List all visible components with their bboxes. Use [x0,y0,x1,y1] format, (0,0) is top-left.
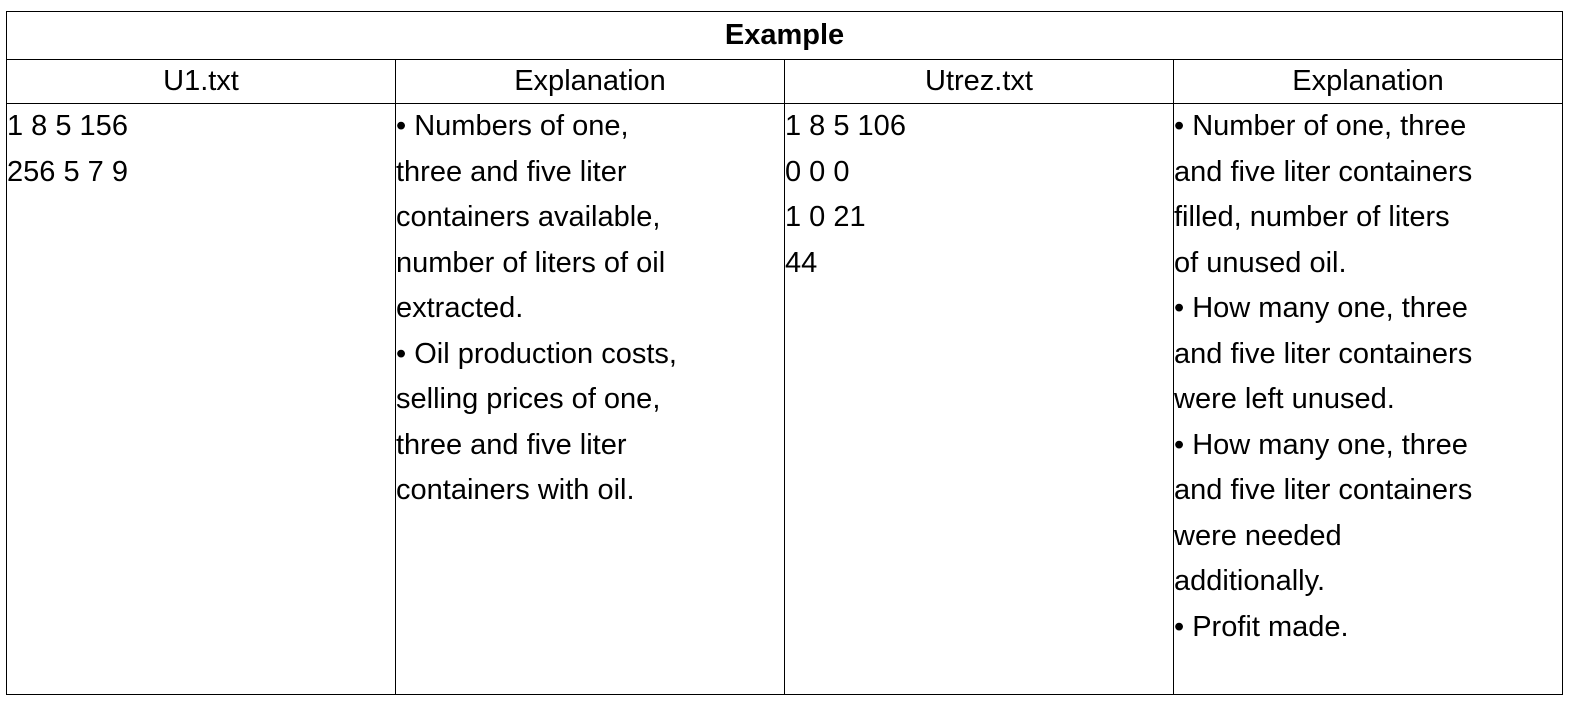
header-output-explanation: Explanation [1172,59,1564,104]
explanation-line: • Numbers of one, [396,110,629,142]
explanation-line: and five liter containers [1174,337,1473,370]
header-u1-txt: U1.txt [6,59,396,104]
explanation-line: extracted. [396,292,524,324]
explanation-line: • How many one, three [1174,428,1468,461]
output-explanation-cell: • Number of one, three and five liter co… [1172,103,1564,695]
input-explanation-item: • Oil production costs, selling prices o… [396,332,784,514]
input-explanation-cell: • Numbers of one, three and five liter c… [395,103,785,695]
output-line: 0 0 0 [785,155,850,188]
explanation-line: • Oil production costs, [396,337,677,370]
explanation-line: number of liters of oil [396,246,666,279]
explanation-line: • How many one, three [1174,292,1468,324]
output-explanation-item: • Profit made. [1174,605,1562,651]
output-line: 44 [785,246,818,279]
explanation-line: selling prices of one, [396,383,661,415]
output-explanation-item: • Number of one, three and five liter co… [1174,104,1562,286]
explanation-line: and five liter containers [1174,155,1473,188]
explanation-line: and five liter containers [1174,474,1473,506]
explanation-line: • Profit made. [1174,610,1349,643]
explanation-line: containers available, [396,201,661,233]
explanation-line: of unused oil. [1174,246,1347,279]
explanation-line: three and five liter [396,428,627,461]
explanation-line: additionally. [1174,565,1326,597]
output-explanation-item: • How many one, three and five liter con… [1174,286,1562,423]
table-title: Example [5,11,1564,60]
input-line: 1 8 5 156 [7,110,128,142]
title-row: Example [5,11,1564,60]
output-line: 1 0 21 [785,201,866,233]
header-row: U1.txt Explanation Utrez.txt Explanation [6,59,1564,104]
explanation-line: were left unused. [1174,383,1395,415]
explanation-line: were needed [1174,519,1342,552]
output-explanation-item: • How many one, three and five liter con… [1174,423,1562,605]
explanation-line: containers with oil. [396,474,635,506]
explanation-line: • Number of one, three [1174,110,1467,142]
output-line: 1 8 5 106 [785,110,906,142]
example-table: Example U1.txt Explanation Utrez.txt Exp… [5,11,1564,695]
input-explanation-item: • Numbers of one, three and five liter c… [396,104,784,332]
explanation-line: three and five liter [396,155,627,188]
header-input-explanation: Explanation [395,59,785,104]
header-utrez-txt: Utrez.txt [784,59,1174,104]
input-line: 256 5 7 9 [7,155,128,188]
output-file-cell: 1 8 5 106 0 0 0 1 0 21 44 [784,103,1174,695]
explanation-line: filled, number of liters [1174,201,1450,233]
content-row: 1 8 5 156 256 5 7 9 • Numbers of one, th… [6,103,1564,695]
input-file-cell: 1 8 5 156 256 5 7 9 [6,103,396,695]
